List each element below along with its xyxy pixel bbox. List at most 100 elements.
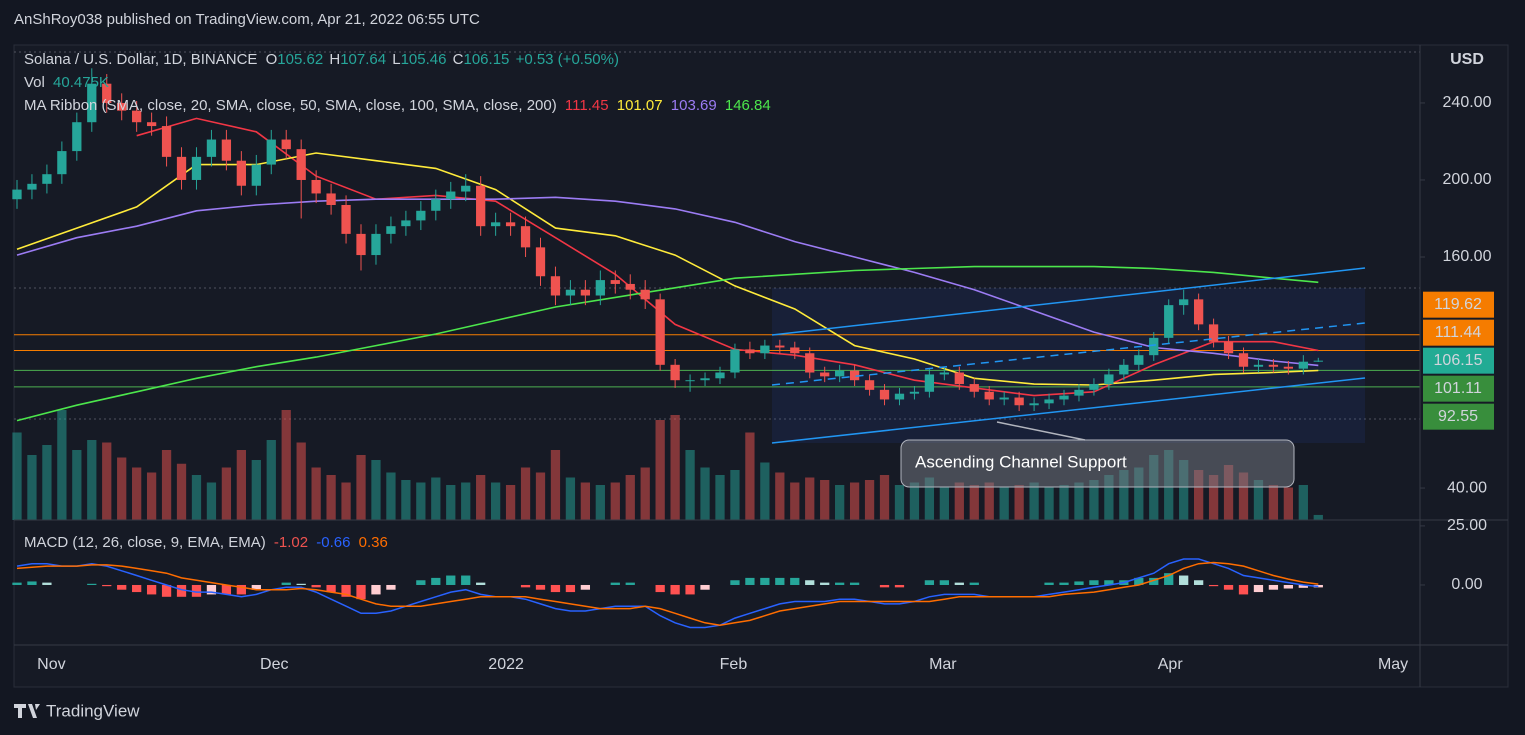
currency: USD xyxy=(1450,51,1484,68)
histogram-bar xyxy=(281,582,291,585)
price-tag-label: 119.62 xyxy=(1434,296,1482,313)
histogram-bar xyxy=(416,580,426,585)
candle-body xyxy=(1014,397,1024,406)
histogram-bar xyxy=(117,584,127,590)
macd-title: MACD (12, 26, close, 9, EMA, EMA) xyxy=(24,534,266,551)
histogram-bar xyxy=(565,584,576,593)
candle-body xyxy=(939,372,949,375)
histogram-bar xyxy=(42,582,52,585)
candle-body xyxy=(1044,399,1054,404)
candle-body xyxy=(805,353,815,373)
price-tag-label: 92.55 xyxy=(1438,408,1478,425)
histogram-bar xyxy=(461,575,471,585)
volume-bar xyxy=(969,485,979,520)
volume-bar xyxy=(610,482,620,520)
histogram-bar xyxy=(1164,573,1174,585)
histogram-bar xyxy=(431,577,441,585)
volume-bar xyxy=(640,467,650,520)
candle-body xyxy=(87,83,97,123)
volume-value: 40.475K xyxy=(53,74,109,91)
x-tick-label: Mar xyxy=(929,656,957,673)
candle-body xyxy=(1283,366,1294,369)
histogram-bar xyxy=(1208,584,1219,587)
histogram-bar xyxy=(132,584,142,593)
candle-body xyxy=(57,151,67,175)
histogram-bar xyxy=(12,582,22,585)
candle-body xyxy=(790,347,800,354)
volume-bar xyxy=(700,467,710,520)
volume-bar xyxy=(12,432,22,520)
candle-body xyxy=(820,372,830,377)
histogram-bar xyxy=(520,584,531,588)
candle-body xyxy=(849,370,860,381)
candle-body xyxy=(461,185,471,192)
candle-body xyxy=(490,222,501,227)
ma-value: 111.45 xyxy=(565,97,609,114)
histogram-bar xyxy=(879,584,890,588)
histogram-bar xyxy=(326,584,336,593)
volume-bar xyxy=(849,482,860,520)
volume-bar xyxy=(72,450,82,520)
ma-value: 101.07 xyxy=(617,97,663,114)
volume-bar xyxy=(281,410,291,520)
volume-bar xyxy=(446,485,456,520)
x-tick-label: Nov xyxy=(37,656,65,673)
volume-bar xyxy=(835,485,845,520)
histogram-bar xyxy=(221,584,232,595)
volume-bar xyxy=(386,472,396,520)
candle-body xyxy=(1223,341,1234,354)
candle-body xyxy=(535,247,546,277)
volume-bar xyxy=(1253,480,1264,520)
volume-bar xyxy=(117,457,127,520)
volume-bar xyxy=(161,450,172,520)
candle-body xyxy=(1029,403,1039,406)
histogram-bar xyxy=(102,584,112,587)
candle-body xyxy=(1268,364,1279,367)
ma-line xyxy=(16,196,1319,367)
histogram-bar xyxy=(1089,580,1099,585)
histogram-bar xyxy=(1223,584,1234,590)
volume-bar xyxy=(1223,465,1234,520)
histogram-bar xyxy=(341,584,351,597)
volume-bar xyxy=(236,450,246,520)
histogram-bar xyxy=(371,584,381,595)
price-tag xyxy=(1423,403,1494,430)
volume-bar xyxy=(864,480,875,520)
histogram-bar xyxy=(700,584,710,590)
candle-body xyxy=(446,191,456,200)
volume-bar xyxy=(745,432,755,520)
histogram-bar xyxy=(1059,582,1069,585)
candle-body xyxy=(1119,364,1129,375)
candle-body xyxy=(685,380,695,382)
volume-bar xyxy=(505,485,516,520)
candle-body xyxy=(1238,353,1249,367)
volume-bar xyxy=(102,442,112,520)
histogram-bar xyxy=(386,584,396,590)
histogram-bar xyxy=(476,582,486,585)
volume-bar xyxy=(1029,482,1039,520)
candle-body xyxy=(879,389,890,400)
volume-bar xyxy=(431,477,441,520)
histogram-bar xyxy=(161,584,172,597)
candle-body xyxy=(311,179,321,194)
candle-body xyxy=(595,280,605,296)
candle-body xyxy=(132,110,142,123)
candle-body xyxy=(954,372,964,385)
volume-bar xyxy=(984,482,994,520)
volume-bar xyxy=(550,450,561,520)
candle-body xyxy=(655,299,665,365)
ohlc-letter: H xyxy=(329,51,340,68)
candle-body xyxy=(416,210,426,221)
ma-line xyxy=(16,152,1319,386)
histogram-bar xyxy=(206,584,217,595)
channel-upper xyxy=(771,267,1366,336)
y-tick-label: 25.00 xyxy=(1447,517,1487,534)
histogram-bar xyxy=(356,584,366,600)
candle-body xyxy=(550,276,561,296)
volume-bar xyxy=(939,487,949,520)
histogram-bar xyxy=(146,584,157,595)
histogram-bar xyxy=(1193,580,1204,585)
volume-bar xyxy=(730,470,740,520)
volume-bar xyxy=(1014,485,1024,520)
volume-bar xyxy=(924,477,935,520)
